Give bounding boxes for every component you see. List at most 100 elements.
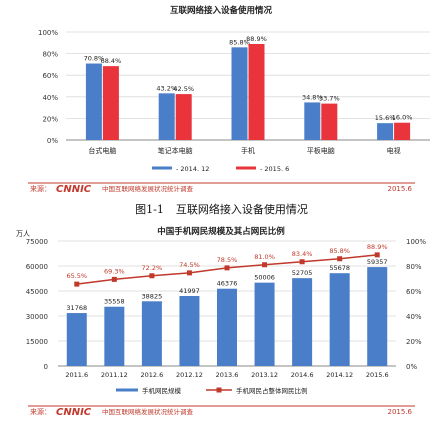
bar	[304, 102, 321, 140]
mobile-netizen-svg: 中国手机网民规模及其占网民比例 万人 0 15000 30000 45000 60000 75…	[16, 226, 426, 418]
legend-label: - 2015. 6	[260, 165, 289, 173]
ratio-marker	[337, 256, 343, 262]
y-right-tick-label: 80%	[406, 263, 422, 271]
data-label: 68.4%	[101, 57, 122, 65]
x-tick-label: 2014.6	[291, 371, 314, 379]
ratio-marker	[111, 276, 117, 282]
bar-data-label: 55678	[329, 264, 350, 272]
bar-data-label: 31768	[66, 304, 87, 312]
bar-data-label: 41997	[179, 287, 200, 295]
bar	[179, 296, 200, 366]
y-tick-label: 20%	[42, 115, 58, 123]
figure-title: 互联网络接入设备使用情况	[175, 203, 308, 216]
y-right-tick-label: 20%	[406, 338, 422, 346]
ratio-marker	[374, 252, 380, 258]
ratio-data-label: 78.5%	[217, 256, 238, 264]
data-label: 85.8%	[229, 38, 250, 46]
data-label: 16.0%	[392, 114, 413, 122]
bar	[248, 43, 265, 140]
ratio-data-label: 85.8%	[329, 247, 350, 255]
bar	[329, 273, 350, 366]
bar	[231, 47, 248, 140]
source-date: 2015.6	[388, 408, 413, 416]
bar	[217, 288, 237, 366]
bar	[141, 301, 162, 366]
y-tick-label: 40%	[42, 94, 58, 102]
x-tick-label: 台式电脑	[88, 146, 116, 155]
bar	[394, 122, 411, 140]
y-tick-label: 80%	[42, 51, 58, 59]
x-tick-label: 手机	[241, 146, 255, 155]
bar-data-label: 59357	[367, 258, 388, 266]
x-tick-label: 2011.6	[65, 371, 88, 379]
ratio-marker	[262, 262, 268, 268]
bar	[175, 94, 192, 140]
x-tick-label: 2013.12	[251, 371, 278, 379]
ratio-data-label: 65.5%	[66, 272, 87, 280]
source-label: 来源：	[30, 407, 51, 416]
x-tick-label: 2013.6	[216, 371, 239, 379]
bar	[66, 313, 87, 366]
y-tick-label: 0%	[47, 137, 58, 145]
data-label: 42.5%	[173, 85, 194, 93]
y-right-tick-label: 0%	[406, 363, 417, 371]
legend-label: - 2014. 12	[176, 165, 209, 173]
bar	[85, 63, 102, 141]
data-label: 33.7%	[319, 95, 340, 103]
x-tick-label: 笔记本电脑	[158, 146, 193, 155]
bar	[158, 93, 175, 140]
y-left-tick-label: 60000	[26, 263, 48, 271]
source-date: 2015.6	[388, 185, 413, 193]
data-label: 15.6%	[375, 114, 396, 122]
ratio-data-label: 74.5%	[179, 261, 200, 269]
figure-number: 图1-1	[135, 203, 164, 216]
x-tick-label: 2012.12	[176, 371, 203, 379]
y-left-tick-label: 0	[44, 363, 48, 371]
chart-title: 中国手机网民规模及其占网民比例	[157, 226, 285, 237]
bar-data-label: 35558	[104, 298, 125, 306]
x-tick-label: 2012.6	[141, 371, 164, 379]
y-left-tick-label: 75000	[26, 238, 48, 246]
bar	[102, 66, 119, 140]
y-right-tick-label: 40%	[406, 313, 422, 321]
device-usage-chart: 互联网络接入设备使用情况 0% 20% 40% 60% 80% 100% 台式电脑 70.8% 6…	[0, 0, 443, 196]
ratio-marker	[186, 270, 192, 276]
data-label: 43.2%	[156, 84, 177, 92]
cnnic-logo: CNNIC	[56, 407, 92, 418]
ratio-data-label: 81.0%	[254, 253, 275, 261]
bar-data-label: 50006	[254, 274, 275, 282]
bar	[104, 306, 125, 366]
y-left-tick-label: 15000	[26, 338, 48, 346]
y-tick-label: 100%	[38, 29, 58, 37]
bar	[321, 103, 338, 140]
y-left-tick-label: 30000	[26, 313, 48, 321]
mobile-netizen-chart: 中国手机网民规模及其占网民比例 万人 0 15000 30000 45000 60000 75…	[0, 220, 443, 422]
y-left-tick-label: 45000	[26, 288, 48, 296]
ratio-marker	[224, 265, 230, 271]
ratio-data-label: 88.9%	[367, 243, 388, 251]
legend-label: 手机网民占整体网民比例	[236, 386, 308, 395]
x-tick-label: 平板电脑	[307, 146, 335, 155]
bar-data-label: 46376	[217, 280, 238, 288]
data-label: 34.8%	[302, 93, 323, 101]
bar	[367, 267, 388, 366]
bar	[377, 123, 394, 140]
ratio-data-label: 72.2%	[142, 264, 163, 272]
legend-marker	[216, 387, 222, 393]
y-tick-label: 60%	[42, 72, 58, 80]
bar	[292, 278, 313, 366]
source-label: 来源：	[30, 184, 51, 193]
ratio-data-label: 69.3%	[104, 267, 125, 275]
bar-data-label: 38825	[142, 292, 163, 300]
device-usage-svg: 互联网络接入设备使用情况 0% 20% 40% 60% 80% 100% 台式电脑 70.8%6…	[28, 5, 430, 195]
y-left-unit: 万人	[16, 230, 30, 238]
data-label: 88.9%	[246, 35, 267, 43]
ratio-data-label: 83.4%	[292, 250, 313, 258]
figure-caption: 图1-1 互联网络接入设备使用情况	[0, 201, 443, 217]
legend-label: 手机网民规模	[142, 386, 182, 395]
y-right-tick-label: 60%	[406, 288, 422, 296]
source-org: 中国互联网络发展状况统计调查	[102, 407, 194, 416]
ratio-marker	[299, 259, 305, 265]
chart-title: 互联网络接入设备使用情况	[170, 5, 273, 16]
ratio-marker	[149, 273, 155, 279]
